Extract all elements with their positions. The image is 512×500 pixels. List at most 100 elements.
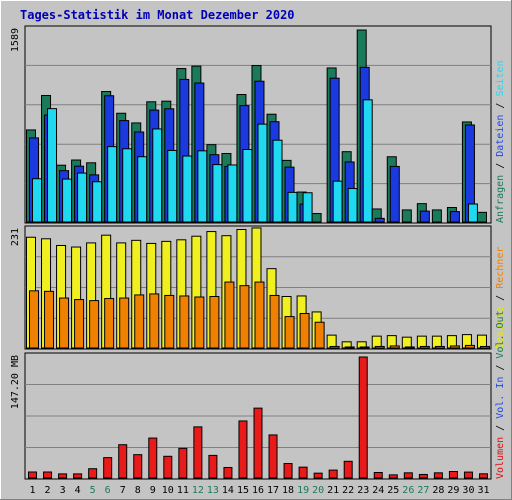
bar-anfragen-day-28 xyxy=(431,209,442,223)
x-tick-day-8: 8 xyxy=(135,485,141,496)
bar-volumen-day-1 xyxy=(28,471,38,479)
bar-volumen-day-8 xyxy=(133,454,143,479)
legend-item: Volumen xyxy=(495,437,506,479)
bar-seiten-day-8 xyxy=(137,156,148,223)
bar-seiten-day-22 xyxy=(347,188,358,223)
x-tick-day-26: 26 xyxy=(402,485,414,496)
x-tick-day-15: 15 xyxy=(237,485,249,496)
bar-seiten-day-21 xyxy=(332,180,343,223)
bar-rechner-day-5 xyxy=(89,300,100,349)
bar-seiten-day-2 xyxy=(47,108,58,223)
bar-volumen-day-13 xyxy=(208,454,218,479)
bar-seiten-day-15 xyxy=(242,149,253,223)
bar-rechner-day-10 xyxy=(164,294,175,349)
bar-seiten-day-12 xyxy=(197,150,208,223)
bar-rechner-day-31 xyxy=(479,345,490,349)
bar-seiten-day-5 xyxy=(92,181,103,223)
chart-panels: 1589 Anfragen / Dateien / Seiten 231 Besuch… xyxy=(10,25,506,480)
x-tick-day-9: 9 xyxy=(150,485,156,496)
x-tick-day-11: 11 xyxy=(177,485,189,496)
bar-rechner-day-6 xyxy=(104,298,115,349)
bar-rechner-day-24 xyxy=(374,345,385,349)
x-tick-day-17: 17 xyxy=(267,485,279,496)
bar-rechner-day-12 xyxy=(194,296,205,349)
bar-seiten-day-6 xyxy=(107,146,118,223)
bar-seiten-day-16 xyxy=(257,123,268,223)
bar-rechner-day-1 xyxy=(29,290,39,349)
x-tick-day-3: 3 xyxy=(60,485,66,496)
bar-volumen-day-18 xyxy=(283,463,293,479)
bar-seiten-day-13 xyxy=(212,164,223,223)
bar-rechner-day-25 xyxy=(389,345,400,349)
bar-rechner-day-9 xyxy=(149,293,160,349)
bar-seiten-day-9 xyxy=(152,128,163,223)
bar-rechner-day-8 xyxy=(134,294,145,349)
bar-volumen-day-9 xyxy=(148,437,158,479)
bar-volumen-day-14 xyxy=(223,466,233,479)
x-tick-day-4: 4 xyxy=(75,485,81,496)
x-tick-day-29: 29 xyxy=(447,485,459,496)
bar-volumen-day-28 xyxy=(433,472,443,479)
legend-item: Vol. In xyxy=(495,377,506,419)
bar-volumen-day-26 xyxy=(403,472,413,479)
bar-rechner-day-18 xyxy=(284,316,295,349)
bar-rechner-day-26 xyxy=(404,346,415,349)
bar-anfragen-day-26 xyxy=(401,209,412,223)
x-tick-day-13: 13 xyxy=(207,485,219,496)
bar-seiten-day-17 xyxy=(272,139,283,223)
bar-seiten-day-23 xyxy=(362,99,373,223)
bar-volumen-day-10 xyxy=(163,455,173,479)
bar-volumen-day-31 xyxy=(478,473,488,479)
legend-separator: / xyxy=(495,359,506,377)
bar-seiten-day-7 xyxy=(122,148,133,223)
x-tick-day-30: 30 xyxy=(462,485,474,496)
x-tick-day-6: 6 xyxy=(105,485,111,496)
bar-volumen-day-15 xyxy=(238,420,248,479)
bar-volumen-day-19 xyxy=(298,466,308,479)
bar-seiten-day-14 xyxy=(227,164,238,223)
legend-item: Seiten xyxy=(495,60,506,96)
bar-volumen-day-30 xyxy=(463,471,473,479)
bar-seiten-day-4 xyxy=(77,172,88,223)
bar-dateien-day-25 xyxy=(389,165,400,223)
panel-top-frame xyxy=(24,25,492,224)
bar-volumen-day-21 xyxy=(328,469,338,479)
x-tick-day-22: 22 xyxy=(342,485,354,496)
legend-separator: / xyxy=(495,289,506,307)
x-tick-day-16: 16 xyxy=(252,485,264,496)
bar-rechner-day-15 xyxy=(239,285,250,349)
bar-volumen-day-17 xyxy=(268,434,278,479)
bar-rechner-day-22 xyxy=(344,346,355,349)
x-tick-day-19: 19 xyxy=(297,485,309,496)
bar-anfragen-day-20 xyxy=(311,213,322,223)
panel-top-legend: Anfragen / Dateien / Seiten xyxy=(495,60,506,223)
bar-rechner-day-21 xyxy=(329,345,340,349)
bar-volumen-day-5 xyxy=(88,468,98,479)
legend-separator: / xyxy=(495,97,506,115)
bar-rechner-day-28 xyxy=(434,345,445,349)
legend-item: Anfragen xyxy=(495,175,506,223)
panel-bottom-ymax-label: 147.20 MB xyxy=(10,355,21,409)
x-axis-ticks: 1 2 3 4 5 6 7 8 9 10 11 12 13 14 15 16 17 18 19 20 21 22 23 24 2… xyxy=(30,485,490,496)
bar-volumen-day-20 xyxy=(313,472,323,479)
bar-rechner-day-20 xyxy=(314,321,325,349)
bar-volumen-day-11 xyxy=(178,447,188,479)
bar-volumen-day-23 xyxy=(358,356,368,479)
bar-rechner-day-13 xyxy=(209,295,220,349)
legend-separator: / xyxy=(495,157,506,175)
bar-rechner-day-16 xyxy=(254,281,265,349)
bar-anfragen-day-31 xyxy=(476,211,487,223)
panel-top-ymax-label: 1589 xyxy=(10,28,21,52)
legend-item: Besuche xyxy=(495,307,506,349)
bar-dateien-day-24 xyxy=(374,217,385,223)
legend-item: Vol. Out xyxy=(495,310,506,358)
bar-rechner-day-4 xyxy=(74,299,85,349)
x-tick-day-28: 28 xyxy=(432,485,444,496)
x-tick-day-21: 21 xyxy=(327,485,339,496)
x-tick-day-23: 23 xyxy=(357,485,369,496)
bar-seiten-day-18 xyxy=(287,191,298,223)
bar-rechner-day-29 xyxy=(449,345,460,349)
x-tick-day-31: 31 xyxy=(477,485,489,496)
x-tick-day-10: 10 xyxy=(162,485,174,496)
